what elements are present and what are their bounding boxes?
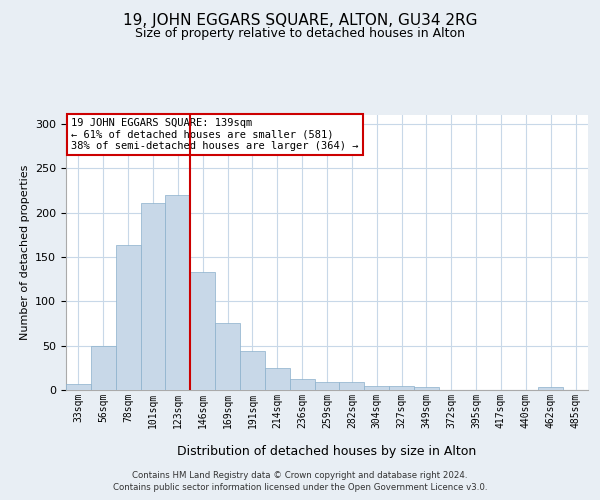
- Bar: [190, 272, 215, 390]
- Bar: [414, 388, 439, 390]
- Bar: [389, 386, 414, 390]
- Bar: [265, 368, 290, 390]
- Bar: [290, 380, 314, 390]
- Text: Size of property relative to detached houses in Alton: Size of property relative to detached ho…: [135, 28, 465, 40]
- Bar: [91, 346, 116, 390]
- Bar: [166, 195, 190, 390]
- Bar: [314, 382, 340, 390]
- Bar: [140, 203, 166, 390]
- Text: 19 JOHN EGGARS SQUARE: 139sqm
← 61% of detached houses are smaller (581)
38% of : 19 JOHN EGGARS SQUARE: 139sqm ← 61% of d…: [71, 118, 359, 151]
- Bar: [538, 388, 563, 390]
- Text: Distribution of detached houses by size in Alton: Distribution of detached houses by size …: [178, 444, 476, 458]
- Bar: [340, 382, 364, 390]
- Bar: [240, 351, 265, 390]
- Bar: [215, 324, 240, 390]
- Y-axis label: Number of detached properties: Number of detached properties: [20, 165, 29, 340]
- Bar: [116, 246, 140, 390]
- Text: 19, JOHN EGGARS SQUARE, ALTON, GU34 2RG: 19, JOHN EGGARS SQUARE, ALTON, GU34 2RG: [123, 12, 477, 28]
- Bar: [66, 384, 91, 390]
- Text: Contains HM Land Registry data © Crown copyright and database right 2024.
Contai: Contains HM Land Registry data © Crown c…: [113, 471, 487, 492]
- Bar: [364, 386, 389, 390]
